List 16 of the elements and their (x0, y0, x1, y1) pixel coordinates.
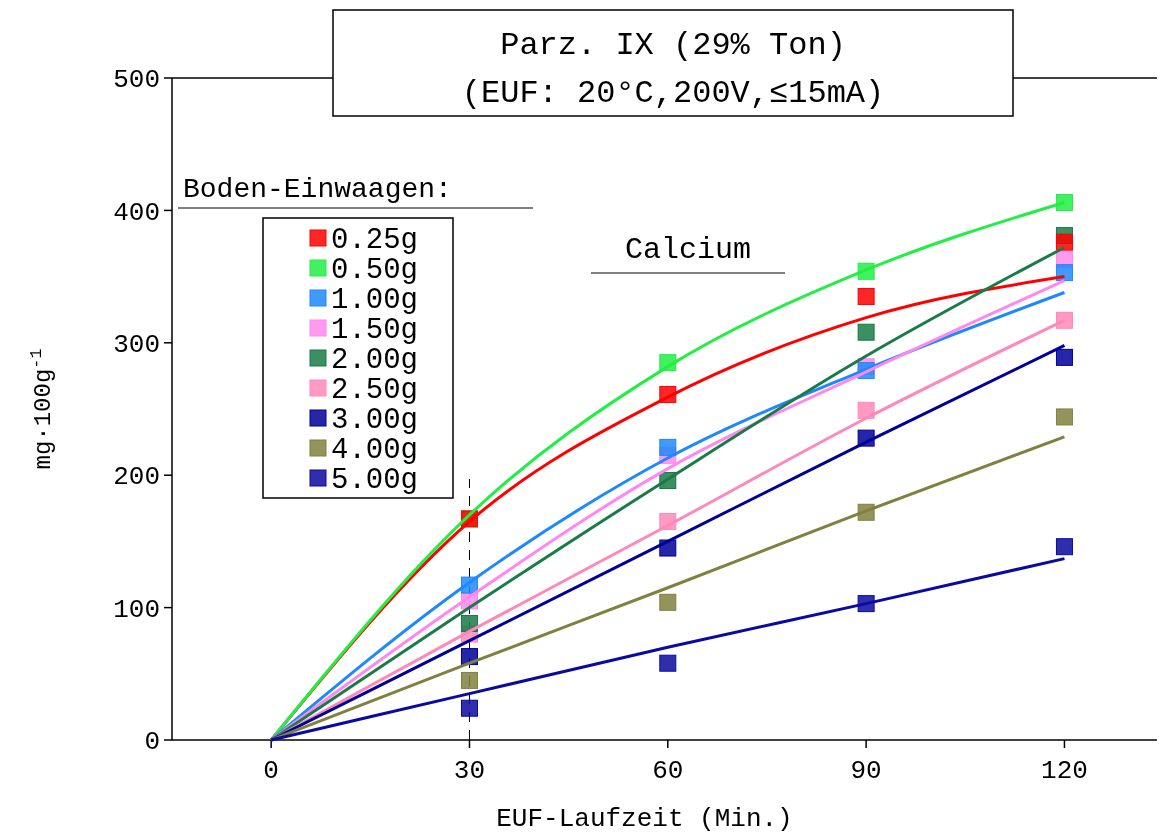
y-tick-label: 100 (113, 594, 160, 625)
y-tick-label: 300 (113, 329, 160, 360)
y-tick-label: 200 (113, 462, 160, 493)
chart-title: Parz. IX (29% Ton) (500, 27, 846, 64)
annotation: Calcium (624, 233, 752, 267)
y-tick-label: 400 (113, 197, 160, 228)
x-tick-label: 60 (652, 756, 684, 786)
x-tick-label: 90 (850, 756, 882, 786)
y-tick-label: 0 (144, 727, 160, 758)
x-tick-label: 30 (453, 756, 486, 786)
x-tick-label: 120 (1041, 756, 1088, 786)
chart-subtitle: (EUF: 20°C,200V,≤15mA) (461, 75, 885, 112)
x-tick-label: 0 (263, 756, 279, 786)
x-axis-title: EUF-Laufzeit (Min.) (496, 804, 793, 834)
y-tick-label: 500 (113, 65, 160, 96)
legend-title: Boden-Einwaagen: (183, 174, 452, 205)
